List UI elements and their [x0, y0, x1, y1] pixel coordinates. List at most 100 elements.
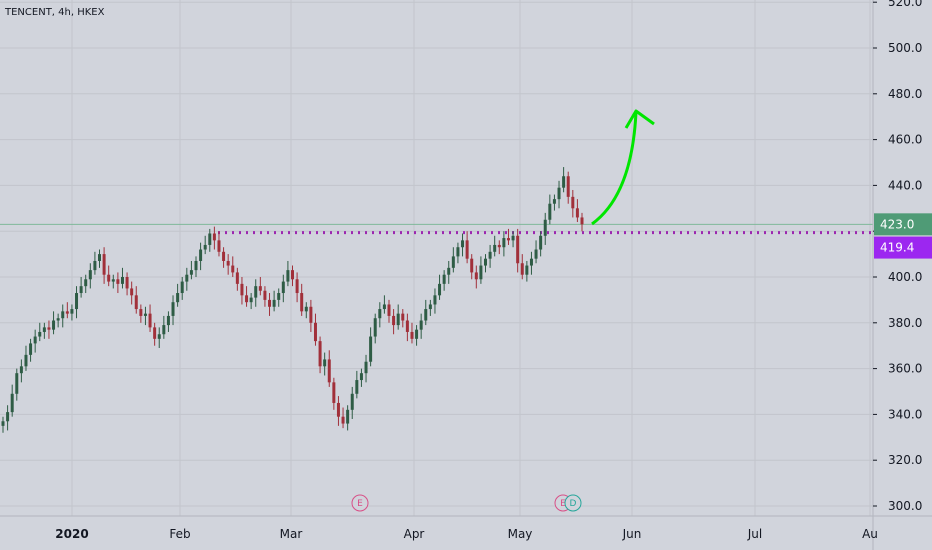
price-tick-label: 340.0	[888, 407, 922, 421]
candle-body	[392, 315, 396, 326]
candle-body	[410, 331, 414, 339]
candle-body	[162, 325, 166, 335]
earnings-event-label: E	[357, 499, 363, 509]
arrow-shaft	[591, 111, 638, 226]
candle-body	[552, 199, 556, 204]
candle-body	[415, 329, 419, 339]
candle-body	[1, 421, 5, 426]
candle-body	[369, 336, 373, 362]
candle-body	[153, 327, 157, 339]
dividend-event-label: D	[570, 499, 577, 509]
candle-body	[10, 393, 14, 413]
price-axis[interactable]: 300.0320.0340.0360.0380.0400.0420.0440.0…	[873, 0, 922, 513]
candle-body	[451, 256, 455, 268]
candle-body	[484, 258, 487, 266]
candle-body	[318, 341, 322, 367]
earnings-event-icon[interactable]	[351, 494, 369, 512]
candle-body	[497, 244, 501, 248]
candle-body	[15, 373, 19, 394]
candle-body	[79, 286, 83, 294]
arrow-head	[624, 109, 655, 129]
price-tick-label: 480.0	[888, 87, 922, 101]
candle-body	[327, 359, 331, 383]
candle-body	[350, 393, 354, 410]
candle-body	[336, 402, 340, 417]
candle-body	[84, 279, 88, 287]
candle-body	[516, 235, 520, 264]
candle-body	[222, 251, 226, 261]
time-axis[interactable]: 2020 Feb Mar Apr May Jun Jul Au	[55, 527, 878, 541]
candle-body	[300, 293, 304, 312]
candle-body	[382, 304, 386, 310]
candle-body	[502, 238, 506, 248]
price-tick-label: 520.0	[888, 0, 922, 9]
candle-body	[571, 196, 575, 209]
candle-body	[268, 299, 272, 307]
candlestick-series	[1, 167, 584, 433]
level-tag	[874, 236, 932, 259]
candle-body	[226, 260, 230, 266]
candle-body	[235, 272, 239, 284]
candle-body	[125, 277, 129, 289]
candle-body	[488, 251, 492, 259]
candle-body	[341, 416, 345, 424]
candle-body	[47, 327, 51, 330]
candle-body	[355, 380, 359, 394]
candle-body	[525, 265, 529, 275]
symbol-label: TENCENT, 4h, HKEX	[4, 7, 105, 18]
candle-body	[240, 283, 244, 296]
price-tick-label: 440.0	[888, 178, 922, 192]
earnings-event-label: E	[560, 499, 566, 509]
candle-body	[134, 295, 138, 310]
candle-body	[217, 240, 221, 252]
candle-body	[424, 309, 428, 321]
candle-body	[19, 366, 23, 374]
candle-body	[332, 382, 336, 403]
candle-body	[566, 176, 570, 197]
candle-body	[277, 293, 281, 300]
candle-body	[189, 270, 193, 275]
candle-body	[212, 233, 216, 241]
candle-body	[396, 313, 400, 326]
candle-body	[442, 274, 446, 284]
time-tick-label: Feb	[169, 527, 190, 541]
last-price-tag-label: 423.0	[880, 217, 914, 231]
dividend-event-icon[interactable]	[564, 494, 582, 512]
time-tick-label: Jun	[622, 527, 642, 541]
candle-body	[493, 244, 497, 252]
candle-body	[245, 295, 249, 303]
candle-body	[506, 238, 510, 241]
candle-body	[171, 302, 175, 316]
candle-body	[309, 306, 313, 323]
candle-body	[313, 322, 317, 342]
candle-body	[286, 270, 290, 282]
candle-body	[254, 286, 258, 298]
candle-body	[433, 295, 437, 305]
candle-body	[120, 277, 124, 284]
time-tick-label: May	[508, 527, 533, 541]
candle-body	[29, 343, 33, 355]
candle-body	[304, 306, 308, 312]
candle-body	[208, 233, 212, 245]
candle-body	[465, 240, 469, 259]
candle-body	[281, 281, 285, 294]
candle-body	[166, 315, 170, 326]
candle-body	[56, 318, 60, 321]
candle-body	[419, 320, 423, 330]
price-tick-label: 300.0	[888, 499, 922, 513]
price-tick-label: 400.0	[888, 270, 922, 284]
candle-body	[346, 409, 350, 424]
candle-body	[470, 258, 474, 273]
candle-body	[98, 254, 101, 261]
candle-body	[534, 249, 538, 259]
grid-lines	[0, 0, 873, 516]
candle-body	[6, 412, 10, 422]
candle-body	[24, 354, 28, 367]
candle-body	[401, 313, 405, 321]
candle-body	[474, 272, 478, 280]
candle-body	[447, 267, 451, 275]
candle-body	[143, 313, 147, 316]
last-price-tag	[874, 213, 932, 236]
